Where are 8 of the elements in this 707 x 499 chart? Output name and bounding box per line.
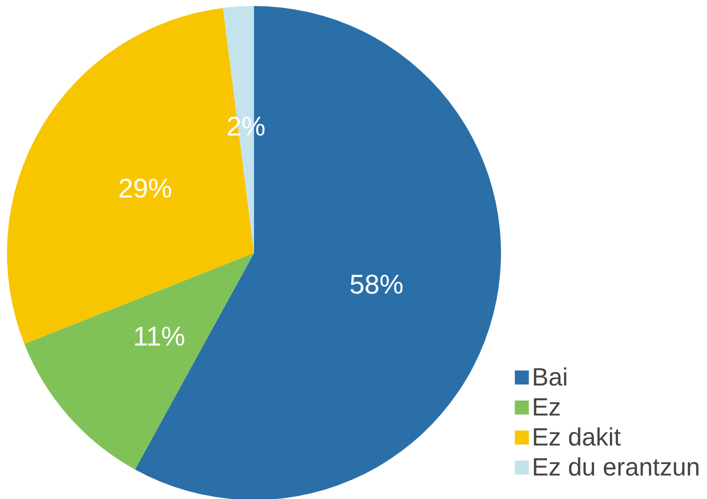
data-label: 2% — [226, 112, 266, 142]
legend-label: Bai — [532, 364, 568, 392]
legend-label: Ez dakit — [532, 424, 621, 452]
data-label: 11% — [133, 322, 186, 352]
legend-label: Ez du erantzun — [532, 454, 700, 482]
data-label: 58% — [350, 269, 404, 300]
data-label: 29% — [118, 174, 172, 204]
legend-label: Ez — [532, 394, 562, 422]
